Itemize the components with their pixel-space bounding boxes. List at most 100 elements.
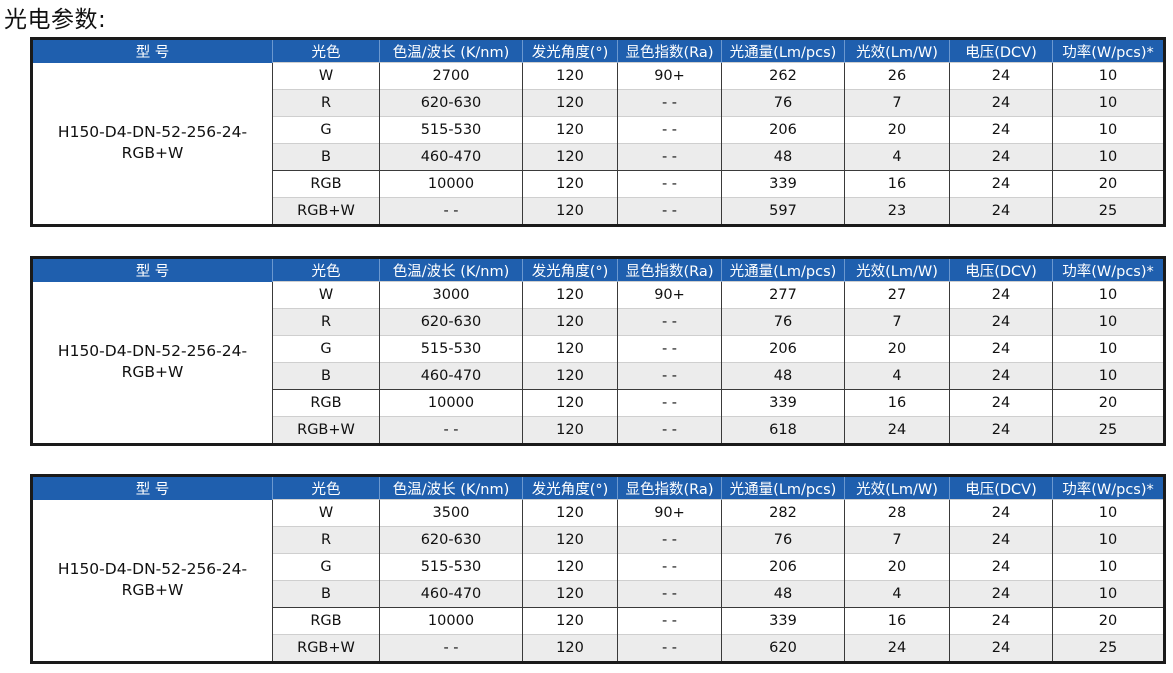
table-cell: - -	[617, 607, 722, 635]
table-cell: - -	[617, 89, 722, 117]
table-cell: 618	[721, 416, 845, 445]
table-cell: 24	[949, 580, 1053, 608]
table-cell: 10	[1052, 62, 1165, 90]
table-row: RGB+W - -120- -597 23 24 25	[32, 197, 1165, 226]
table-cell: 620-630	[379, 526, 523, 554]
table-cell: - -	[617, 116, 722, 144]
table-cell: 2700	[379, 62, 523, 90]
table-cell: 120	[522, 416, 618, 445]
table-cell: 48	[721, 362, 845, 390]
table-cell: 206	[721, 335, 845, 363]
table-cell: - -	[617, 416, 722, 445]
table-cell: 90+	[617, 62, 722, 90]
column-header: 光通量(Lm/pcs)	[721, 38, 845, 63]
table-cell: 24	[949, 281, 1053, 309]
table-row: G 515-530 120- -206 20 24 10	[32, 116, 1165, 144]
table-cell: 7	[844, 308, 950, 336]
page-title: 光电参数:	[4, 7, 107, 33]
table-cell: - -	[617, 143, 722, 171]
table-cell: 76	[721, 89, 845, 117]
table-cell: 120	[522, 607, 618, 635]
table-cell: 24	[949, 89, 1053, 117]
table-cell: 24	[949, 362, 1053, 390]
column-header: 功率(W/pcs)*	[1052, 257, 1165, 282]
column-header: 光效(Lm/W)	[844, 38, 950, 63]
table-row: RGB 10000 120- -339 16 24 20	[32, 607, 1165, 635]
table-cell: R	[272, 526, 380, 554]
table-cell: 120	[522, 526, 618, 554]
table-cell: 339	[721, 389, 845, 417]
table-cell: 20	[844, 116, 950, 144]
table-cell: - -	[617, 335, 722, 363]
table-cell: 25	[1052, 634, 1165, 663]
column-header: 色温/波长 (K/nm)	[379, 257, 523, 282]
table-cell: 10	[1052, 580, 1165, 608]
table-cell: 24	[949, 499, 1053, 527]
column-header: 光通量(Lm/pcs)	[721, 257, 845, 282]
table-cell: 90+	[617, 281, 722, 309]
table-row: G 515-530 120- -206 20 24 10	[32, 553, 1165, 581]
table-cell: 120	[522, 389, 618, 417]
table-cell: 24	[949, 416, 1053, 445]
table-cell: B	[272, 362, 380, 390]
table-cell: 206	[721, 116, 845, 144]
table-row: B 460-470 120- -48 4 24 10	[32, 580, 1165, 608]
table-cell: RGB	[272, 170, 380, 198]
table-row: H150-D4-DN-52-256-24-RGB+W W 3500 120 90+ 282…	[31, 499, 1165, 663]
table-cell: 10	[1052, 116, 1165, 144]
table-cell: 10	[1052, 308, 1165, 336]
table-cell: 262	[721, 62, 845, 90]
table-cell: 20	[1052, 389, 1165, 417]
table-cell: 120	[522, 143, 618, 171]
table-cell: 120	[522, 170, 618, 198]
table-cell: 24	[949, 62, 1053, 90]
table-cell: 460-470	[379, 362, 523, 390]
header-row: 型 号光色 色温/波长 (K/nm) 发光角度(°) 显色指数(Ra) 光通量(Lm/p…	[31, 257, 1165, 282]
column-header: 显色指数(Ra)	[617, 257, 722, 282]
column-header: 显色指数(Ra)	[617, 475, 722, 500]
table-cell: - -	[617, 580, 722, 608]
table-cell: 24	[949, 634, 1053, 663]
table-cell: 10000	[379, 389, 523, 417]
model-cell: H150-D4-DN-52-256-24-RGB+W	[31, 281, 273, 445]
table-row: B 460-470 120- -48 4 24 10	[32, 362, 1165, 390]
table-row: G 515-530 120- -206 20 24 10	[32, 335, 1165, 363]
table-cell: 7	[844, 526, 950, 554]
column-header: 光色	[272, 38, 380, 63]
table-cell: 24	[844, 416, 950, 445]
table-cell: 24	[844, 634, 950, 663]
column-header: 发光角度(°)	[522, 475, 618, 500]
spec-table-1: 型 号光色 色温/波长 (K/nm) 发光角度(°) 显色指数(Ra) 光通量(Lm/p…	[30, 37, 1166, 227]
table-row: R 620-630 120- -76 7 24 10	[32, 526, 1165, 554]
table-cell: 120	[522, 553, 618, 581]
table-cell: 120	[522, 499, 618, 527]
table-cell: 10	[1052, 89, 1165, 117]
table-cell: 16	[844, 389, 950, 417]
table-cell: 10	[1052, 143, 1165, 171]
table-row: B 460-470 120- -48 4 24 10	[32, 143, 1165, 171]
table-cell: 339	[721, 607, 845, 635]
table-cell: 206	[721, 553, 845, 581]
table-cell: 120	[522, 62, 618, 90]
header-row: 型 号光色 色温/波长 (K/nm) 发光角度(°) 显色指数(Ra) 光通量(Lm/p…	[31, 38, 1165, 63]
column-header: 色温/波长 (K/nm)	[379, 475, 523, 500]
table-cell: 120	[522, 89, 618, 117]
table-cell: 48	[721, 143, 845, 171]
table-cell: - -	[617, 553, 722, 581]
table-row: RGB 10000 120- -339 16 24 20	[32, 170, 1165, 198]
table-cell: 25	[1052, 416, 1165, 445]
table-row: H150-D4-DN-52-256-24-RGB+W W 2700 120 90+ 262…	[31, 62, 1165, 226]
table-cell: 10	[1052, 362, 1165, 390]
table-cell: 20	[1052, 170, 1165, 198]
table-row: R 620-630 120- -76 7 24 10	[32, 89, 1165, 117]
table-cell: 120	[522, 362, 618, 390]
table-cell: 24	[949, 197, 1053, 226]
table-cell: 20	[844, 335, 950, 363]
table-cell: RGB+W	[272, 634, 380, 663]
table-cell: 10000	[379, 170, 523, 198]
table-cell: 20	[1052, 607, 1165, 635]
spec-table-2: 型 号光色 色温/波长 (K/nm) 发光角度(°) 显色指数(Ra) 光通量(Lm/p…	[30, 256, 1166, 446]
table-cell: 76	[721, 308, 845, 336]
column-header: 发光角度(°)	[522, 38, 618, 63]
table-cell: - -	[617, 197, 722, 226]
